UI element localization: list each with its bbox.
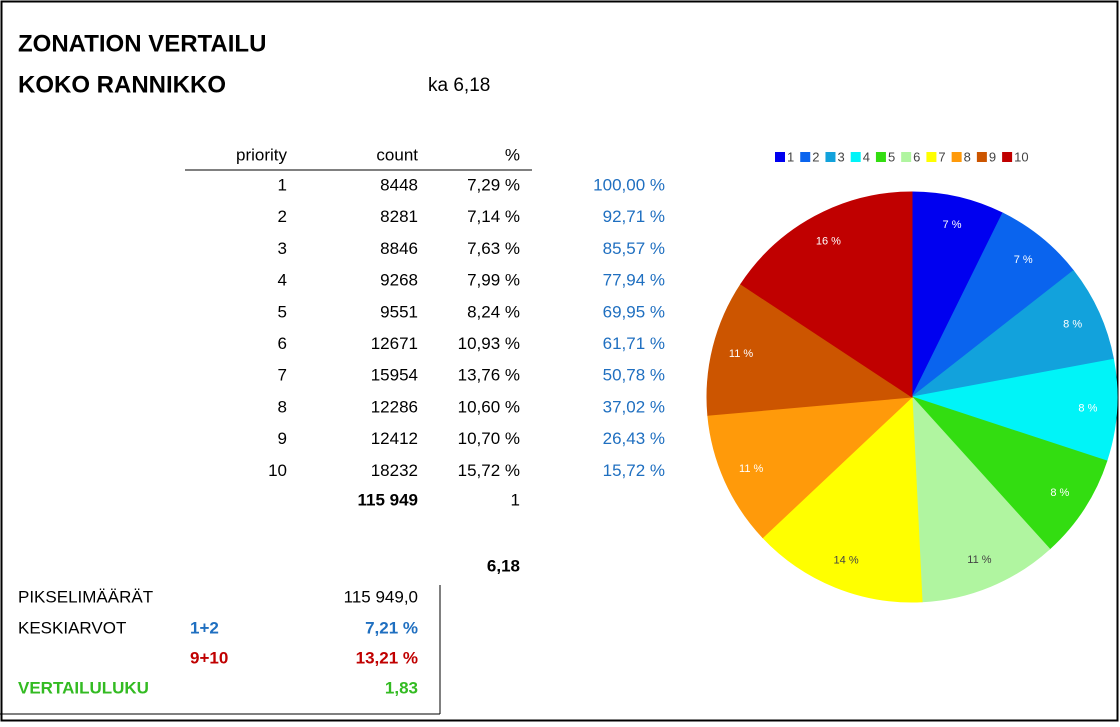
- legend-swatch: [901, 152, 912, 162]
- table-cell: 9551: [380, 302, 418, 321]
- table-cell: 92,71 %: [603, 207, 665, 226]
- legend-label: 6: [913, 149, 920, 164]
- table-cell: 10: [268, 461, 287, 480]
- slice-label: 8 %: [1050, 487, 1069, 499]
- pie-slice: [910, 395, 1108, 550]
- table-cell: 12671: [371, 334, 418, 353]
- legend-label: 5: [888, 149, 895, 164]
- pie-slice: [740, 191, 913, 398]
- total-count: 115 949: [357, 490, 418, 509]
- weighted-average: 6,18: [487, 556, 520, 575]
- pie-slice: [762, 395, 923, 603]
- slice-label: 16 %: [816, 236, 841, 248]
- subtitle: KOKO RANNIKKO: [18, 71, 226, 98]
- table-cell: 61,71 %: [603, 334, 665, 353]
- table-cell: 18232: [371, 461, 418, 480]
- legend-swatch: [850, 152, 861, 162]
- legend-swatch: [926, 152, 937, 162]
- low-value: 7,21 %: [365, 618, 418, 637]
- column-header: priority: [236, 145, 288, 164]
- table-cell: 8: [278, 397, 287, 416]
- pie-slice: [706, 283, 914, 416]
- total-share: 1: [511, 490, 520, 509]
- pixels-label: PIKSELIMÄÄRÄT: [18, 587, 153, 606]
- table-cell: 6: [278, 334, 287, 353]
- table-cell: 8846: [380, 239, 418, 258]
- table-cell: 100,00 %: [593, 175, 665, 194]
- table-cell: 37,02 %: [603, 397, 665, 416]
- table-cell: 7,14 %: [467, 207, 520, 226]
- legend-label: 4: [863, 149, 870, 164]
- table-cell: 8448: [380, 175, 418, 194]
- table-cell: 9268: [380, 271, 418, 290]
- average: ka 6,18: [428, 75, 490, 96]
- slice-label: 11 %: [739, 463, 763, 475]
- table-cell: 3: [278, 239, 287, 258]
- high-value: 13,21 %: [356, 648, 418, 667]
- high-key: 9+10: [190, 648, 228, 667]
- pie-slice: [707, 396, 914, 539]
- legend-swatch: [1002, 152, 1013, 162]
- ratio-value: 1,83: [385, 678, 418, 697]
- table-cell: 9: [278, 429, 287, 448]
- legend-swatch: [875, 152, 886, 162]
- legend-swatch: [825, 152, 836, 162]
- table-cell: 10,70 %: [458, 429, 520, 448]
- table-cell: 1: [278, 175, 287, 194]
- legend-label: 2: [812, 149, 819, 164]
- pie-slice: [911, 269, 1115, 398]
- slice-label: 8 %: [1063, 318, 1082, 330]
- pixels-value: 115 949,0: [344, 587, 418, 606]
- table-cell: 7: [278, 366, 287, 385]
- table-cell: 4: [278, 271, 287, 290]
- legend-label: 3: [837, 149, 844, 164]
- table-cell: 8281: [380, 207, 418, 226]
- table-cell: 15,72 %: [603, 461, 665, 480]
- table-cell: 12412: [371, 429, 418, 448]
- table-cell: 8,24 %: [467, 302, 520, 321]
- averages-label: KESKIARVOT: [18, 618, 126, 637]
- table-cell: 69,95 %: [603, 302, 665, 321]
- legend-swatch: [976, 152, 987, 162]
- column-header: %: [505, 145, 520, 164]
- slice-label: 11 %: [967, 554, 991, 566]
- slice-label: 8 %: [1078, 403, 1097, 415]
- legend-swatch: [800, 152, 811, 162]
- table-cell: 7,29 %: [467, 175, 520, 194]
- pie-slice: [911, 358, 1118, 462]
- table-cell: 10,93 %: [458, 334, 520, 353]
- table-cell: 26,43 %: [603, 429, 665, 448]
- table-cell: 15,72 %: [458, 461, 520, 480]
- slice-label: 7 %: [1014, 254, 1033, 266]
- table-cell: 12286: [371, 397, 418, 416]
- legend-label: 8: [964, 149, 971, 164]
- table-cell: 2: [278, 207, 287, 226]
- legend-label: 7: [938, 149, 945, 164]
- slice-label: 11 %: [729, 348, 753, 360]
- legend-swatch: [775, 152, 785, 162]
- legend-label: 9: [989, 149, 996, 164]
- low-key: 1+2: [190, 618, 219, 637]
- table-cell: 10,60 %: [458, 397, 520, 416]
- table-cell: 77,94 %: [603, 271, 665, 290]
- table-cell: 50,78 %: [603, 366, 665, 385]
- table-cell: 7,99 %: [467, 271, 520, 290]
- title: ZONATION VERTAILU: [18, 30, 266, 57]
- table-cell: 5: [278, 302, 287, 321]
- table-cell: 15954: [371, 366, 418, 385]
- legend-swatch: [951, 152, 962, 162]
- pie-slice: [911, 395, 1051, 603]
- slice-label: 14 %: [834, 554, 859, 566]
- table-cell: 85,57 %: [603, 239, 665, 258]
- legend-label: 10: [1014, 149, 1028, 164]
- table-cell: 13,76 %: [458, 366, 520, 385]
- legend-label: 1: [787, 149, 794, 164]
- ratio-label: VERTAILULUKU: [18, 678, 149, 697]
- slice-label: 7 %: [943, 219, 962, 231]
- column-header: count: [376, 145, 418, 164]
- table-cell: 7,63 %: [467, 239, 520, 258]
